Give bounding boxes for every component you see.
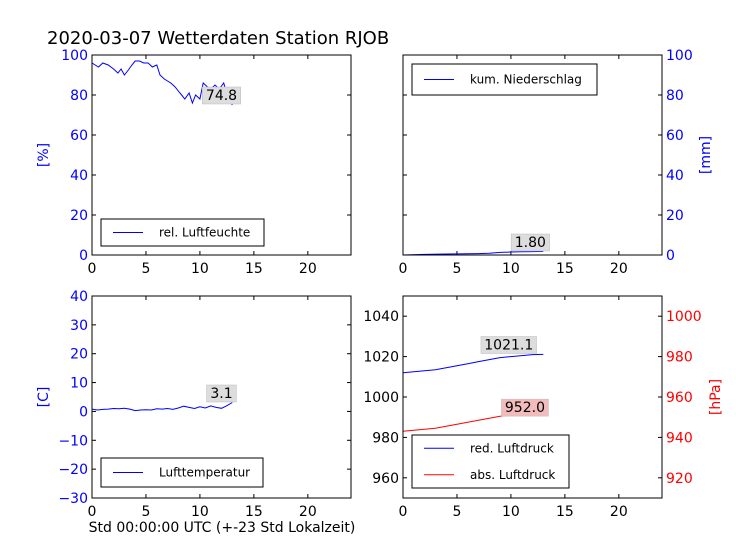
- y-tick-label: 20: [666, 208, 684, 224]
- chart-panel-2: 0 5 10 15 20 0 20 40 60 80 100 [mm] 1.80 kum. Nieders…: [399, 48, 714, 277]
- y-tick-label: 20: [70, 347, 88, 363]
- y-tick-label-right: 940: [666, 430, 693, 446]
- x-tick-label: 5: [452, 504, 461, 520]
- y-tick-label: 80: [70, 88, 88, 104]
- series-line: [402, 250, 544, 256]
- x-tick-label: 5: [141, 504, 150, 520]
- y-tick-label-right: 920: [666, 471, 693, 487]
- axes-frame: [91, 295, 352, 499]
- legend-entry: rel. Luftfeuchte: [159, 226, 250, 240]
- y-tick-label: −30: [58, 491, 88, 507]
- figure-title: 2020-03-07 Wetterdaten Station RJOB: [47, 28, 389, 49]
- y-tick-label: 30: [70, 318, 88, 334]
- chart-panel-3: 0 5 10 15 20 −30 −20 −10 0 10 20 30 40 [C] 3.1 Lufttemp…: [36, 289, 352, 520]
- x-tick-label: 20: [610, 504, 628, 520]
- y-tick-label: 0: [79, 248, 88, 264]
- y-tick-label: 20: [70, 208, 88, 224]
- y-tick-label: 1000: [363, 390, 399, 406]
- y-tick-label: 0: [79, 404, 88, 420]
- x-tick-label: 0: [88, 504, 97, 520]
- y-axis-label-right: [hPa]: [708, 379, 724, 415]
- legend-box: [411, 434, 570, 489]
- x-tick-label: 10: [502, 504, 520, 520]
- value-label-right: 952.0: [505, 400, 545, 416]
- x-tick-label: 10: [191, 261, 209, 277]
- y-axis-label: [%]: [36, 143, 52, 167]
- legend-box: [100, 218, 265, 247]
- value-label-bg: [206, 384, 237, 403]
- y-tick-label: 60: [70, 128, 88, 144]
- value-label: 1021.1: [484, 338, 533, 354]
- legend-entry: Lufttemperatur: [159, 466, 250, 480]
- y-tick-label: 1040: [363, 309, 399, 325]
- x-tick-label: 20: [299, 261, 317, 277]
- x-tick-label: 0: [399, 261, 408, 277]
- x-tick-label: 15: [245, 504, 263, 520]
- series-line: [91, 402, 233, 412]
- y-tick-label: 40: [70, 289, 88, 305]
- axes-frame: [402, 54, 663, 256]
- x-tick-label: 10: [502, 261, 520, 277]
- y-tick-label: 40: [70, 168, 88, 184]
- y-tick-label: 1020: [363, 350, 399, 366]
- value-label-bg: [480, 336, 537, 354]
- y-tick-label-right: 960: [666, 390, 693, 406]
- y-tick-label-right: 980: [666, 350, 693, 366]
- value-label-bg: [202, 86, 241, 105]
- chart-panel-4: 0 5 10 15 20 960 980 1000 1020 1040 920 940 960 980 10…: [363, 295, 724, 520]
- value-label-bg: [510, 233, 550, 252]
- y-tick-label: 10: [70, 376, 88, 392]
- y-tick-label: 100: [61, 48, 88, 64]
- value-label: 3.1: [210, 386, 232, 402]
- y-tick-label-right: 1000: [666, 309, 702, 325]
- x-tick-label: 0: [399, 504, 408, 520]
- axes-frame: [91, 54, 352, 256]
- x-tick-label: 15: [245, 261, 263, 277]
- x-tick-label: 5: [452, 261, 461, 277]
- x-axis-label: Std 00:00:00 UTC (+-23 Std Lokalzeit): [89, 520, 356, 536]
- y-axis-label: [C]: [36, 387, 52, 408]
- axes-frame: [402, 295, 663, 499]
- y-tick-label: 0: [666, 248, 675, 264]
- x-tick-label: 5: [141, 261, 150, 277]
- series-line: [402, 353, 544, 374]
- y-tick-label: 980: [372, 430, 399, 446]
- y-tick-label: 960: [372, 471, 399, 487]
- value-label: 74.8: [206, 88, 237, 104]
- y-tick-label: 60: [666, 128, 684, 144]
- x-tick-label: 10: [191, 504, 209, 520]
- x-tick-label: 0: [88, 261, 97, 277]
- x-tick-label: 20: [299, 504, 317, 520]
- chart-panel-1: 0 5 10 15 20 0 20 40 60 80 100 [%] 74.8 rel. Luftfeuc…: [36, 48, 352, 277]
- x-tick-label: 15: [556, 504, 574, 520]
- value-label: 1.80: [515, 235, 546, 251]
- y-tick-label: 100: [666, 48, 693, 64]
- y-tick-label: 80: [666, 88, 684, 104]
- y-tick-label: 40: [666, 168, 684, 184]
- legend-entry: red. Luftdruck: [470, 441, 554, 455]
- x-tick-label: 15: [556, 261, 574, 277]
- y-axis-label: [mm]: [698, 136, 714, 174]
- legend-entry: kum. Niederschlag: [470, 73, 582, 87]
- value-label-right-bg: [501, 398, 549, 417]
- y-tick-label: −10: [58, 433, 88, 449]
- y-tick-label: −20: [58, 462, 88, 478]
- x-tick-label: 20: [610, 261, 628, 277]
- legend-entry: abs. Luftdruck: [470, 468, 555, 482]
